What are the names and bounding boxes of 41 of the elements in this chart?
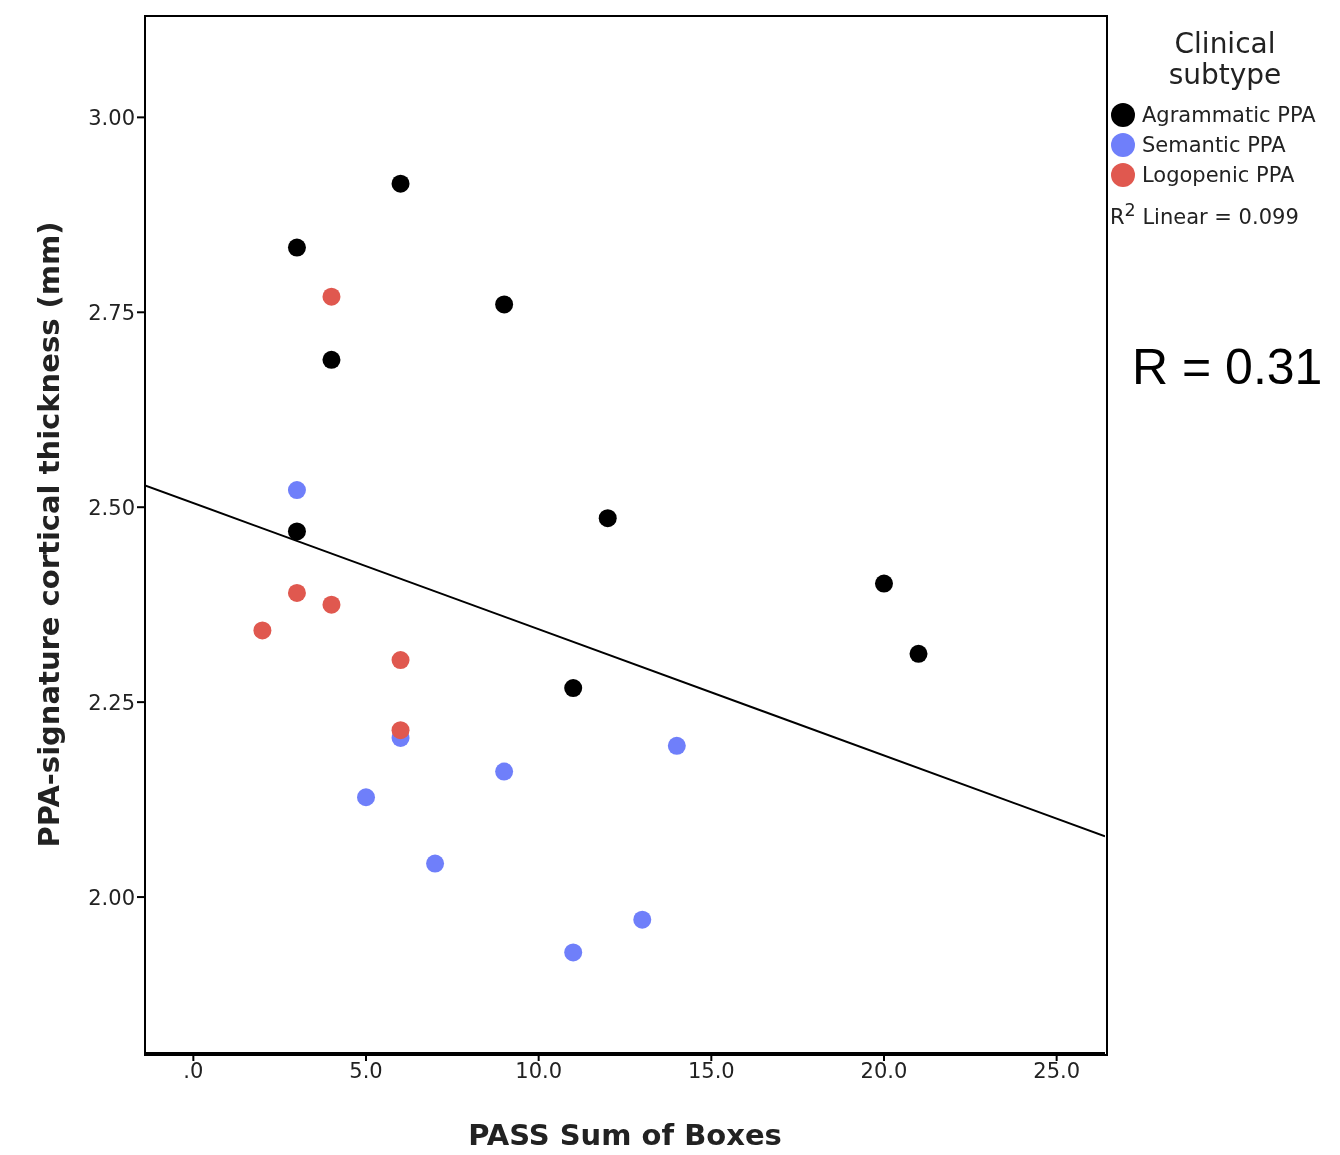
x-tick-label: 20.0: [860, 1058, 908, 1083]
y-tick-label: 2.25: [88, 690, 135, 715]
point: [391, 174, 410, 193]
y-tick-label: 3.00: [88, 105, 135, 130]
x-tick-label: 10.0: [515, 1058, 563, 1083]
x-tick-label: 15.0: [687, 1058, 735, 1083]
legend-label: Semantic PPA: [1142, 133, 1286, 157]
point: [287, 522, 306, 541]
x-axis-title: PASS Sum of Boxes: [468, 1118, 782, 1152]
point: [495, 762, 514, 781]
point: [391, 721, 410, 740]
y-tick-label: 2.75: [88, 300, 135, 325]
x-tick-label: .0: [183, 1058, 204, 1083]
legend-label: Logopenic PPA: [1142, 163, 1295, 187]
legend-title: Clinical subtype: [1167, 27, 1283, 91]
point: [426, 854, 445, 873]
point: [322, 595, 341, 614]
point: [564, 679, 583, 698]
point: [564, 943, 583, 962]
point: [322, 350, 341, 369]
point: [495, 295, 514, 314]
point: [322, 287, 341, 306]
text: R = 0.31: [1132, 338, 1323, 396]
point: [287, 481, 306, 500]
y-tick-label: 2.50: [88, 495, 135, 520]
point: [909, 644, 928, 663]
point: [667, 736, 686, 755]
point: [357, 788, 376, 807]
y-axis-title: PPA-signature cortical thickness (mm): [32, 221, 67, 848]
point: [287, 583, 306, 602]
y-tick-label: 2.00: [88, 885, 135, 910]
legend-label: Agrammatic PPA: [1142, 103, 1316, 127]
x-tick-label: 25.0: [1033, 1058, 1081, 1083]
point: [287, 238, 306, 257]
point: [391, 651, 410, 670]
x-tick-label: 5.0: [349, 1058, 383, 1083]
point: [633, 910, 652, 929]
point: [874, 574, 893, 593]
point: [253, 621, 272, 640]
point: [598, 509, 617, 528]
text: R$^{2}$ Linear = 0.099: [1110, 200, 1300, 229]
